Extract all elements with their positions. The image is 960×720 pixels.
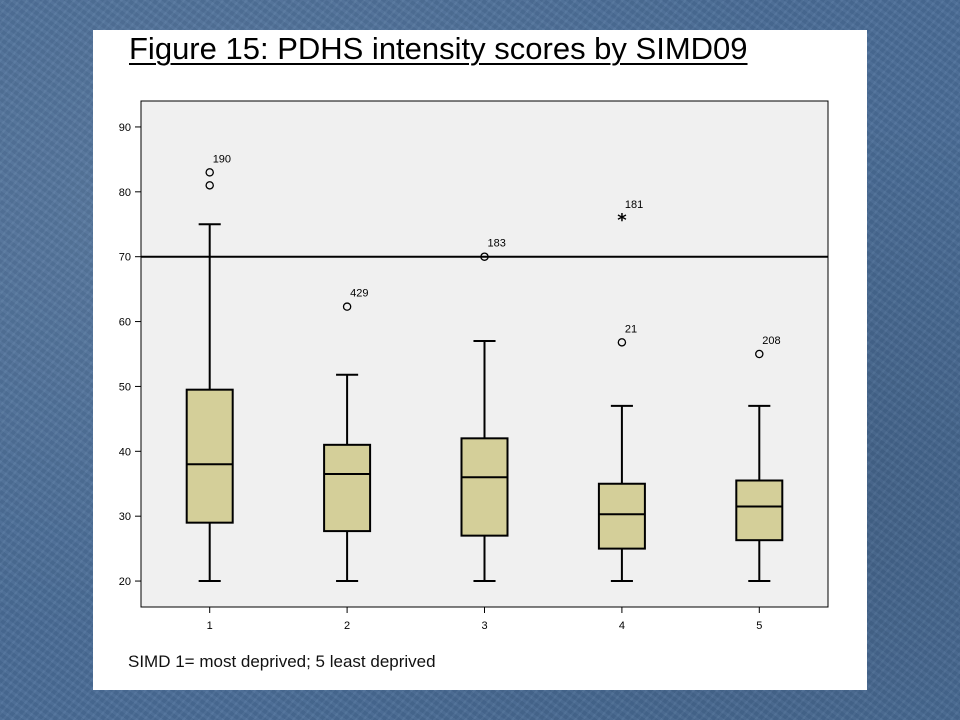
box-4: [597, 482, 646, 550]
box-1: [185, 388, 234, 524]
slide: Figure 15: PDHS intensity scores by SIMD…: [93, 30, 867, 690]
x-tick-label: 5: [756, 620, 762, 632]
x-tick-label: 3: [481, 620, 487, 632]
y-tick-label: 60: [119, 317, 131, 329]
outlier-label: 181: [625, 199, 643, 211]
outlier-label: 208: [762, 335, 780, 347]
x-tick-label: 1: [207, 620, 213, 632]
outlier-circle: [755, 349, 764, 359]
outlier-label: 190: [213, 153, 231, 165]
y-tick-label: 30: [119, 511, 131, 523]
outlier-label: 21: [625, 323, 637, 335]
y-tick-label: 90: [119, 122, 131, 134]
outlier-circle: [480, 252, 489, 261]
box-2: [323, 443, 372, 533]
y-tick-label: 70: [119, 252, 131, 264]
outlier-star: *: [617, 210, 627, 231]
outlier-circle: [205, 168, 214, 177]
slide-title: Figure 15: PDHS intensity scores by SIMD…: [129, 31, 748, 66]
chart-caption: SIMD 1= most deprived; 5 least deprived: [128, 652, 436, 671]
outlier-label: 429: [350, 288, 368, 300]
outlier-circle: [617, 338, 627, 347]
y-tick-label: 40: [119, 446, 131, 458]
x-tick-label: 4: [619, 620, 625, 632]
outlier-label: 183: [488, 238, 506, 250]
box-5: [735, 479, 784, 542]
box-3: [460, 437, 509, 537]
outlier-circle: [342, 302, 352, 311]
y-tick-label: 20: [119, 576, 131, 588]
boxplot-chart: 20 30 40 50 60 70 80 90 1 2 3 4 5 190 429 183 *181 21 208: [119, 100, 829, 632]
y-tick-label: 50: [119, 381, 131, 393]
outlier-circle: [205, 181, 214, 190]
x-tick-label: 2: [344, 620, 350, 632]
y-tick-label: 80: [119, 187, 131, 199]
